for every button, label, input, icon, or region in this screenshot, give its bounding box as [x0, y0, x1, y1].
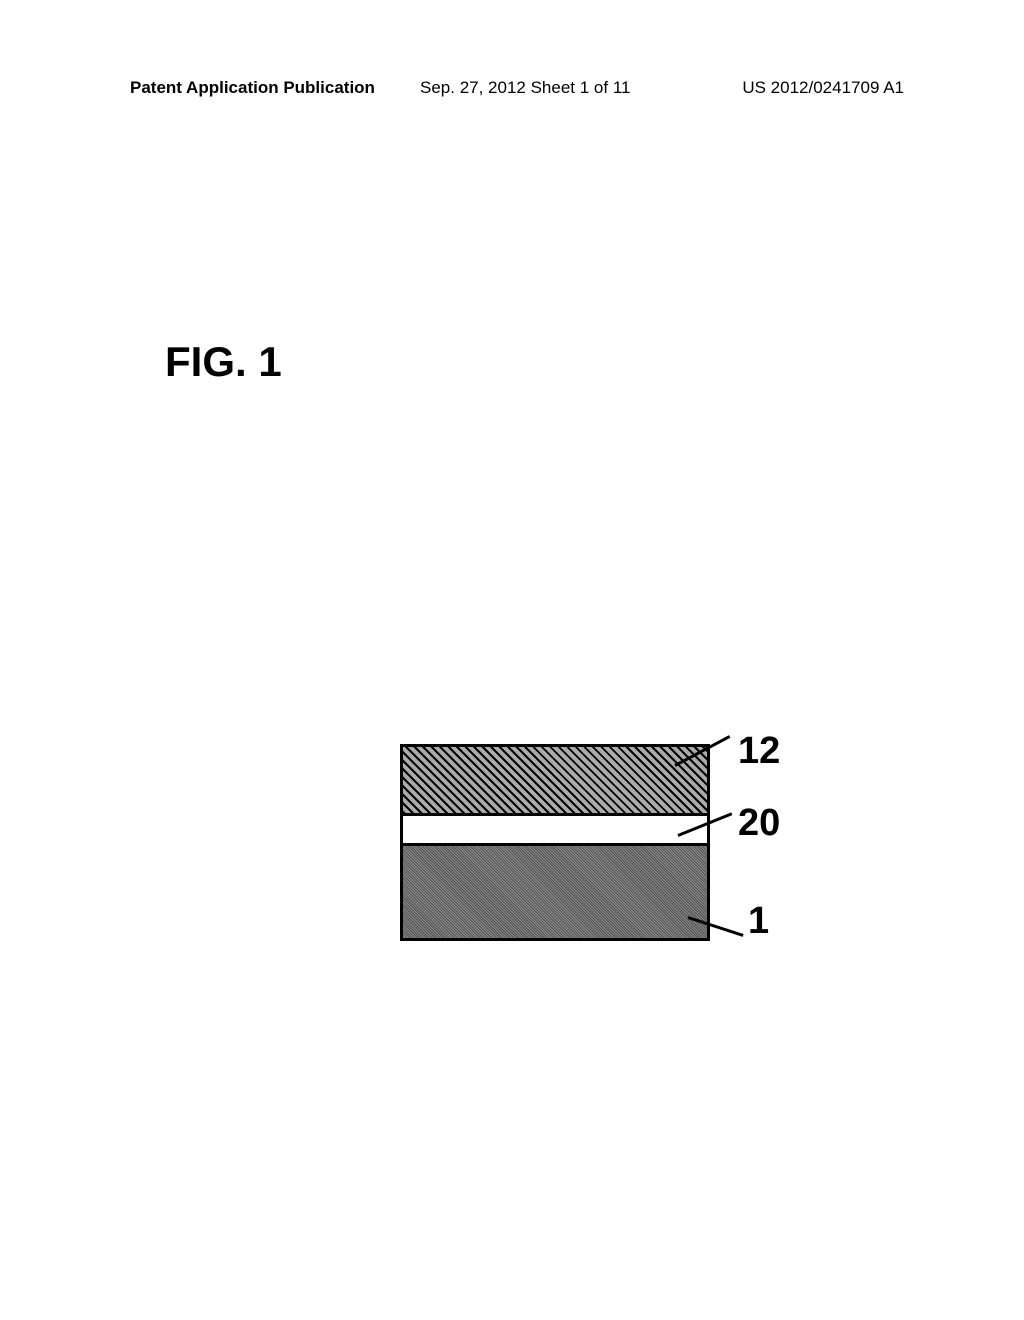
header-center: Sep. 27, 2012 Sheet 1 of 11 [420, 78, 630, 98]
layer-20 [400, 816, 710, 846]
label-12: 12 [738, 730, 780, 773]
page-header: Patent Application Publication Sep. 27, … [0, 78, 1024, 98]
layer-12 [400, 744, 710, 816]
header-right: US 2012/0241709 A1 [742, 78, 904, 98]
layer-diagram: 12 20 1 [400, 744, 730, 959]
label-20: 20 [738, 802, 780, 845]
layer-1 [400, 846, 710, 941]
header-left: Patent Application Publication [130, 78, 375, 98]
label-1: 1 [748, 900, 769, 943]
figure-title: FIG. 1 [165, 338, 282, 386]
